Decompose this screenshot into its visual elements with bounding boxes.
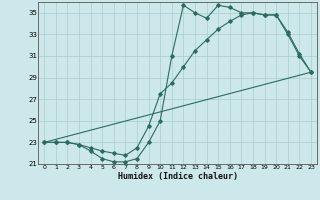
X-axis label: Humidex (Indice chaleur): Humidex (Indice chaleur) bbox=[118, 172, 238, 181]
